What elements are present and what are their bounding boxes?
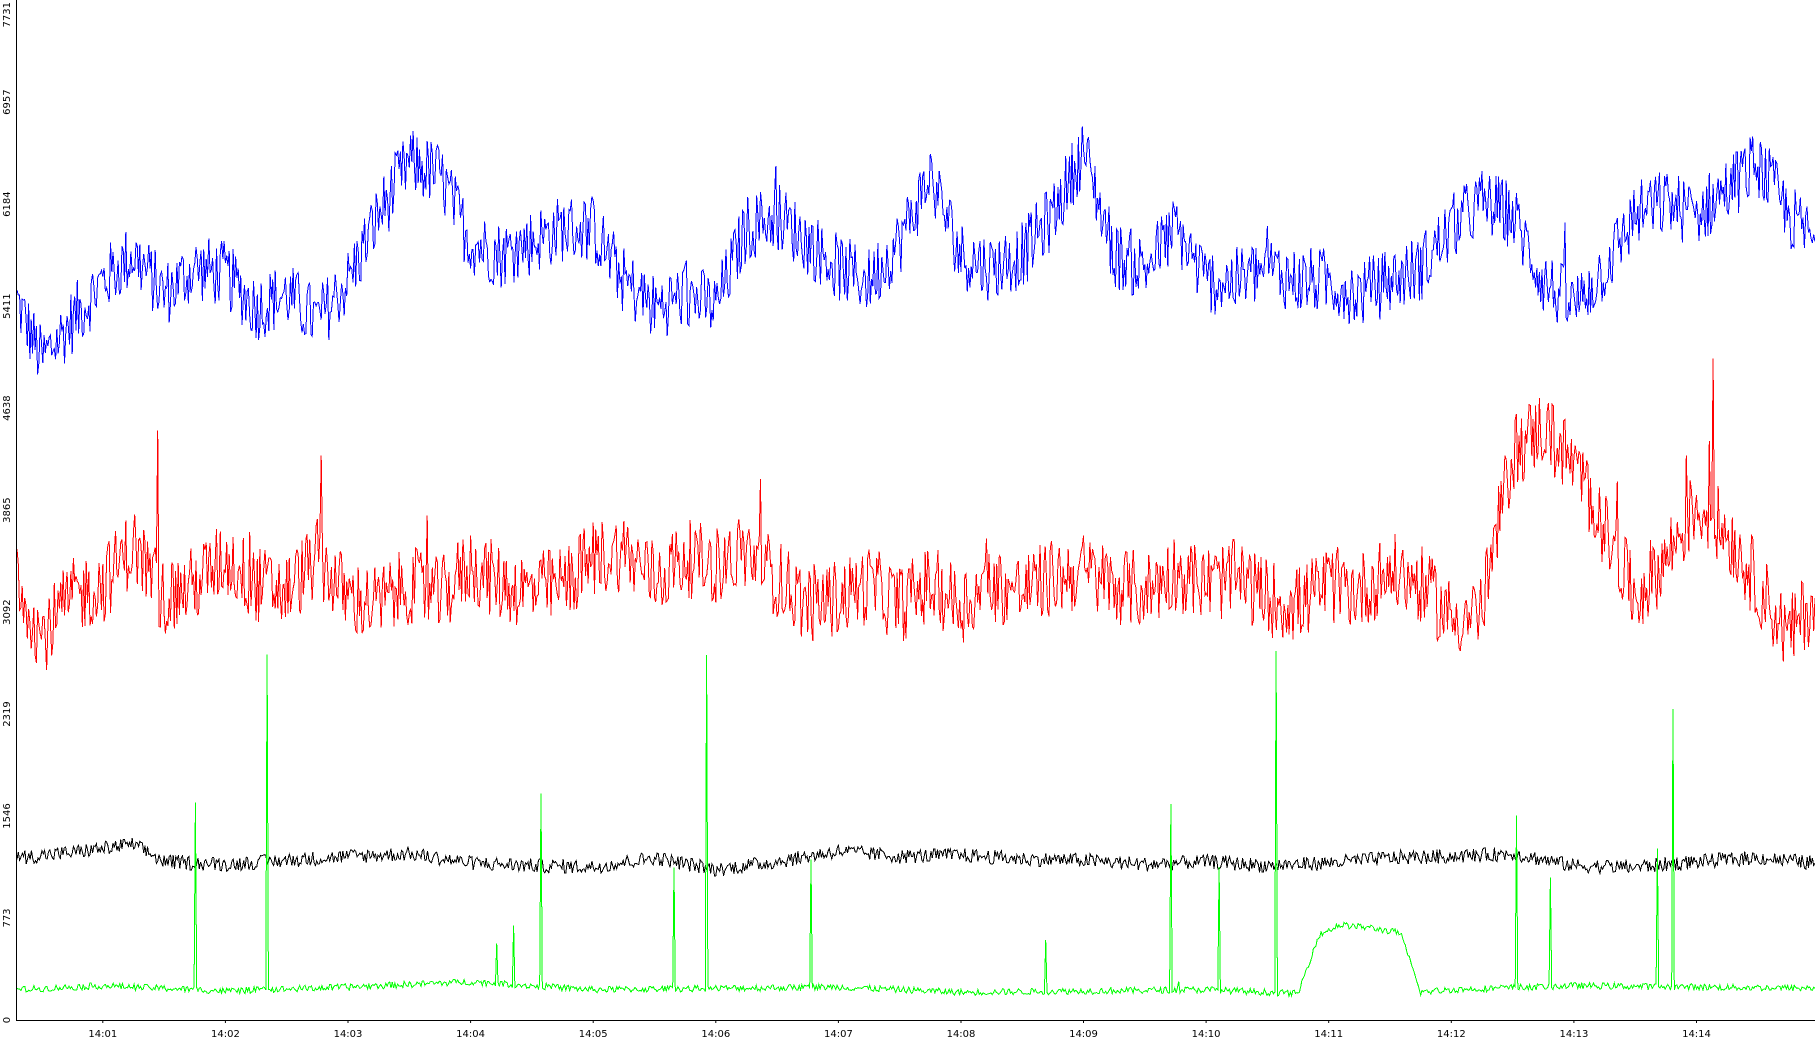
y-tick-label: 7731 [2, 2, 13, 27]
x-tick-label: 14:06 [701, 1029, 730, 1039]
x-tick-label: 14:02 [211, 1029, 240, 1039]
y-tick-label: 6184 [2, 191, 13, 216]
x-tick-label: 14:07 [824, 1029, 853, 1039]
x-tick-label: 14:10 [1192, 1029, 1221, 1039]
y-tick-label: 773 [2, 908, 13, 927]
y-tick-label: 0 [2, 1017, 13, 1023]
x-tick-label: 14:04 [456, 1029, 485, 1039]
x-tick-label: 14:11 [1314, 1029, 1343, 1039]
y-tick-label: 4638 [2, 395, 13, 420]
x-tick-label: 14:09 [1069, 1029, 1098, 1039]
x-tick-label: 14:14 [1682, 1029, 1711, 1039]
x-tick-label: 14:13 [1559, 1029, 1588, 1039]
y-tick-label: 3865 [2, 497, 13, 522]
axis-layer [16, 0, 1815, 1021]
series-line-3 [16, 838, 1815, 877]
series-line-4 [16, 651, 1815, 999]
series-line-2 [16, 358, 1815, 671]
y-tick-label: 2319 [2, 701, 13, 726]
y-tick-label: 1546 [2, 803, 13, 828]
x-tick-labels: 14:01 14:02 14:03 14:04 14:05 14:06 14:07 14:08… [88, 1020, 1711, 1039]
x-tick-label: 14:03 [334, 1029, 363, 1039]
x-tick-label: 14:01 [88, 1029, 117, 1039]
y-tick-label: 3092 [2, 599, 13, 624]
series-layer [16, 126, 1815, 999]
x-tick-label: 14:12 [1437, 1029, 1466, 1039]
y-tick-labels: 0 773 1546 2319 3092 3865 4638 5411 6184 6957 7731 [2, 2, 13, 1023]
y-tick-label: 5411 [2, 293, 13, 318]
x-tick-label: 14:08 [947, 1029, 976, 1039]
y-tick-label: 6957 [2, 89, 13, 114]
series-line-1 [16, 126, 1815, 375]
x-tick-label: 14:05 [579, 1029, 608, 1039]
